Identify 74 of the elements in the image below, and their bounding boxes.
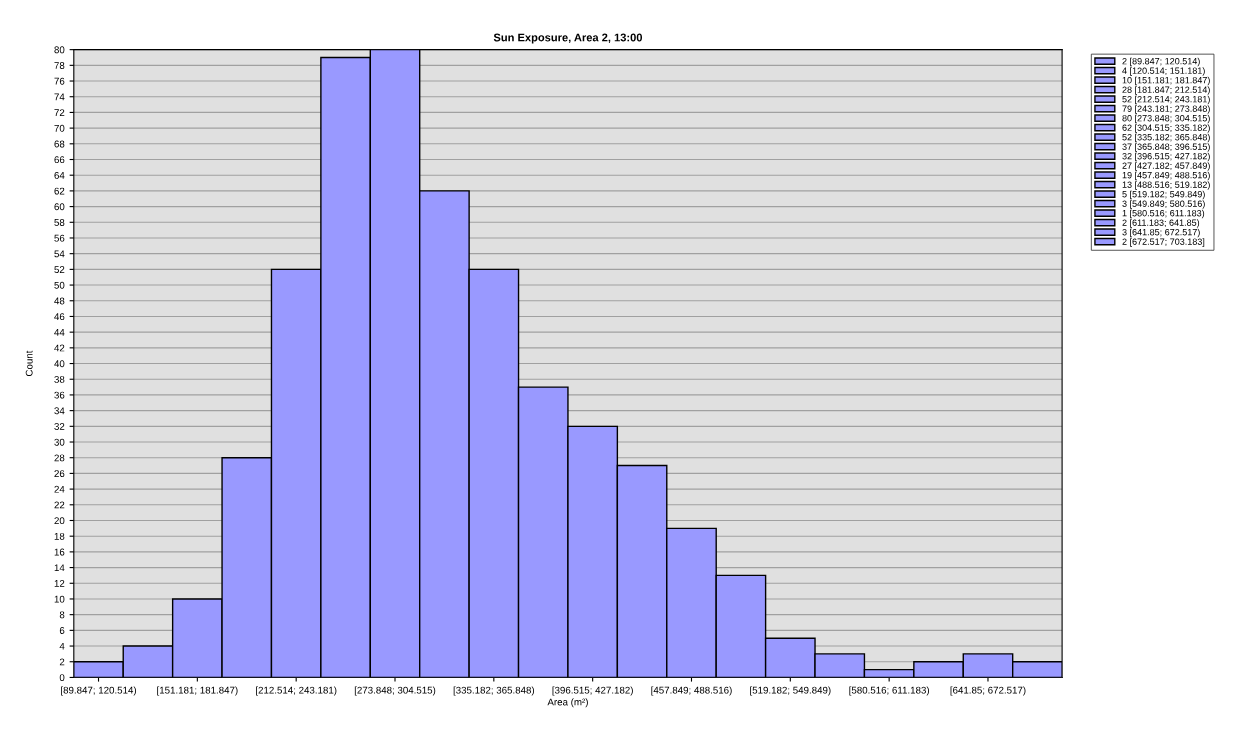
x-tick-label: [641.85; 672.517) bbox=[950, 686, 1026, 696]
y-tick-label: 60 bbox=[54, 203, 65, 211]
x-tick-label: [519.182; 549.849) bbox=[750, 686, 831, 696]
y-tick-label: 54 bbox=[54, 250, 65, 258]
y-tick-label: 4 bbox=[59, 642, 65, 650]
y-tick-label: 48 bbox=[54, 297, 65, 305]
legend-label: 10 [151.181; 181.847) bbox=[1122, 76, 1210, 86]
y-tick-label: 32 bbox=[54, 423, 65, 430]
legend-label: 28 [181.847; 212.514) bbox=[1122, 86, 1210, 95]
y-tick-label: 24 bbox=[54, 485, 65, 493]
y-tick-label: 10 bbox=[54, 595, 65, 603]
y-tick-label: 76 bbox=[54, 77, 65, 85]
legend-label: 2 [672.517; 703.183] bbox=[1122, 238, 1205, 247]
y-tick-label: 12 bbox=[54, 580, 65, 587]
legend-label: 5 [519.182; 549.849) bbox=[1122, 190, 1205, 200]
y-tick-label: 62 bbox=[54, 187, 65, 195]
legend-label: 62 [304.515; 335.182) bbox=[1122, 124, 1210, 133]
x-tick-label: [580.516; 611.183) bbox=[849, 686, 929, 696]
y-tick-label: 52 bbox=[54, 266, 65, 273]
x-tick-label: [212.514; 243.181) bbox=[256, 686, 337, 696]
y-tick-label: 42 bbox=[54, 344, 65, 352]
legend-label: 80 [273.848; 304.515) bbox=[1122, 114, 1210, 124]
y-axis-title: Count bbox=[25, 350, 33, 377]
y-tick-label: 30 bbox=[54, 438, 65, 446]
y-tick-label: 20 bbox=[54, 517, 65, 525]
y-tick-label: 78 bbox=[54, 62, 65, 69]
y-tick-label: 80 bbox=[54, 46, 65, 54]
legend-label: 3 [549.849; 580.516) bbox=[1122, 200, 1205, 209]
y-tick-label: 38 bbox=[54, 375, 65, 383]
y-tick-label: 2 bbox=[59, 658, 65, 666]
y-tick-label: 36 bbox=[54, 391, 65, 399]
legend-label: 2 [89.847; 120.514) bbox=[1122, 57, 1200, 67]
legend-label: 1 [580.516; 611.183) bbox=[1122, 209, 1205, 219]
x-tick-label: [273.848; 304.515) bbox=[354, 686, 436, 696]
y-tick-label: 28 bbox=[54, 454, 65, 462]
y-tick-label: 14 bbox=[54, 564, 65, 572]
y-tick-label: 40 bbox=[54, 360, 65, 368]
legend-label: 79 [243.181; 273.848) bbox=[1122, 105, 1210, 114]
x-axis-title: Area (m²) bbox=[547, 698, 588, 708]
legend-label: 52 [335.182; 365.848) bbox=[1122, 133, 1210, 143]
y-tick-label: 64 bbox=[54, 171, 65, 179]
y-tick-label: 16 bbox=[54, 548, 65, 556]
y-tick-label: 58 bbox=[54, 219, 65, 226]
y-tick-label: 46 bbox=[54, 313, 65, 321]
legend-label: 37 [365.848; 396.515) bbox=[1122, 143, 1210, 152]
y-tick-label: 68 bbox=[54, 140, 65, 148]
y-tick-label: 22 bbox=[54, 501, 65, 509]
y-tick-label: 18 bbox=[54, 532, 65, 540]
chart-title: Sun Exposure, Area 2, 13:00 bbox=[493, 33, 643, 44]
legend-label: 4 [120.514; 151.181) bbox=[1122, 67, 1205, 76]
legend-label: 3 [641.85; 672.517) bbox=[1122, 228, 1200, 238]
y-tick-label: 34 bbox=[54, 407, 65, 415]
legend-label: 27 [427.182; 457.849) bbox=[1122, 162, 1210, 171]
y-tick-label: 66 bbox=[54, 156, 65, 164]
y-tick-label: 70 bbox=[54, 124, 65, 132]
y-tick-label: 50 bbox=[54, 281, 65, 289]
y-tick-label: 6 bbox=[59, 627, 65, 634]
legend-label: 13 [488.516; 519.182) bbox=[1122, 181, 1210, 190]
legend-label: 2 [611.183; 641.85) bbox=[1122, 219, 1200, 228]
legend-label: 19 [457.849; 488.516) bbox=[1122, 171, 1210, 181]
y-tick-label: 72 bbox=[54, 109, 65, 116]
y-tick-label: 8 bbox=[59, 611, 65, 619]
y-tick-label: 0 bbox=[59, 674, 65, 682]
legend-label: 32 [396.515; 427.182) bbox=[1122, 152, 1210, 162]
y-tick-label: 44 bbox=[54, 328, 65, 336]
y-tick-label: 74 bbox=[54, 93, 65, 101]
legend-label: 52 [212.514; 243.181) bbox=[1122, 95, 1210, 105]
x-tick-label: [335.182; 365.848) bbox=[453, 686, 535, 696]
y-tick-label: 26 bbox=[54, 470, 65, 478]
x-tick-label: [396.515; 427.182) bbox=[552, 686, 633, 696]
x-tick-label: [457.849; 488.516) bbox=[651, 686, 732, 696]
x-tick-label: [151.181; 181.847) bbox=[157, 686, 238, 696]
y-tick-label: 56 bbox=[54, 234, 65, 242]
x-tick-label: [89.847; 120.514) bbox=[61, 686, 137, 696]
